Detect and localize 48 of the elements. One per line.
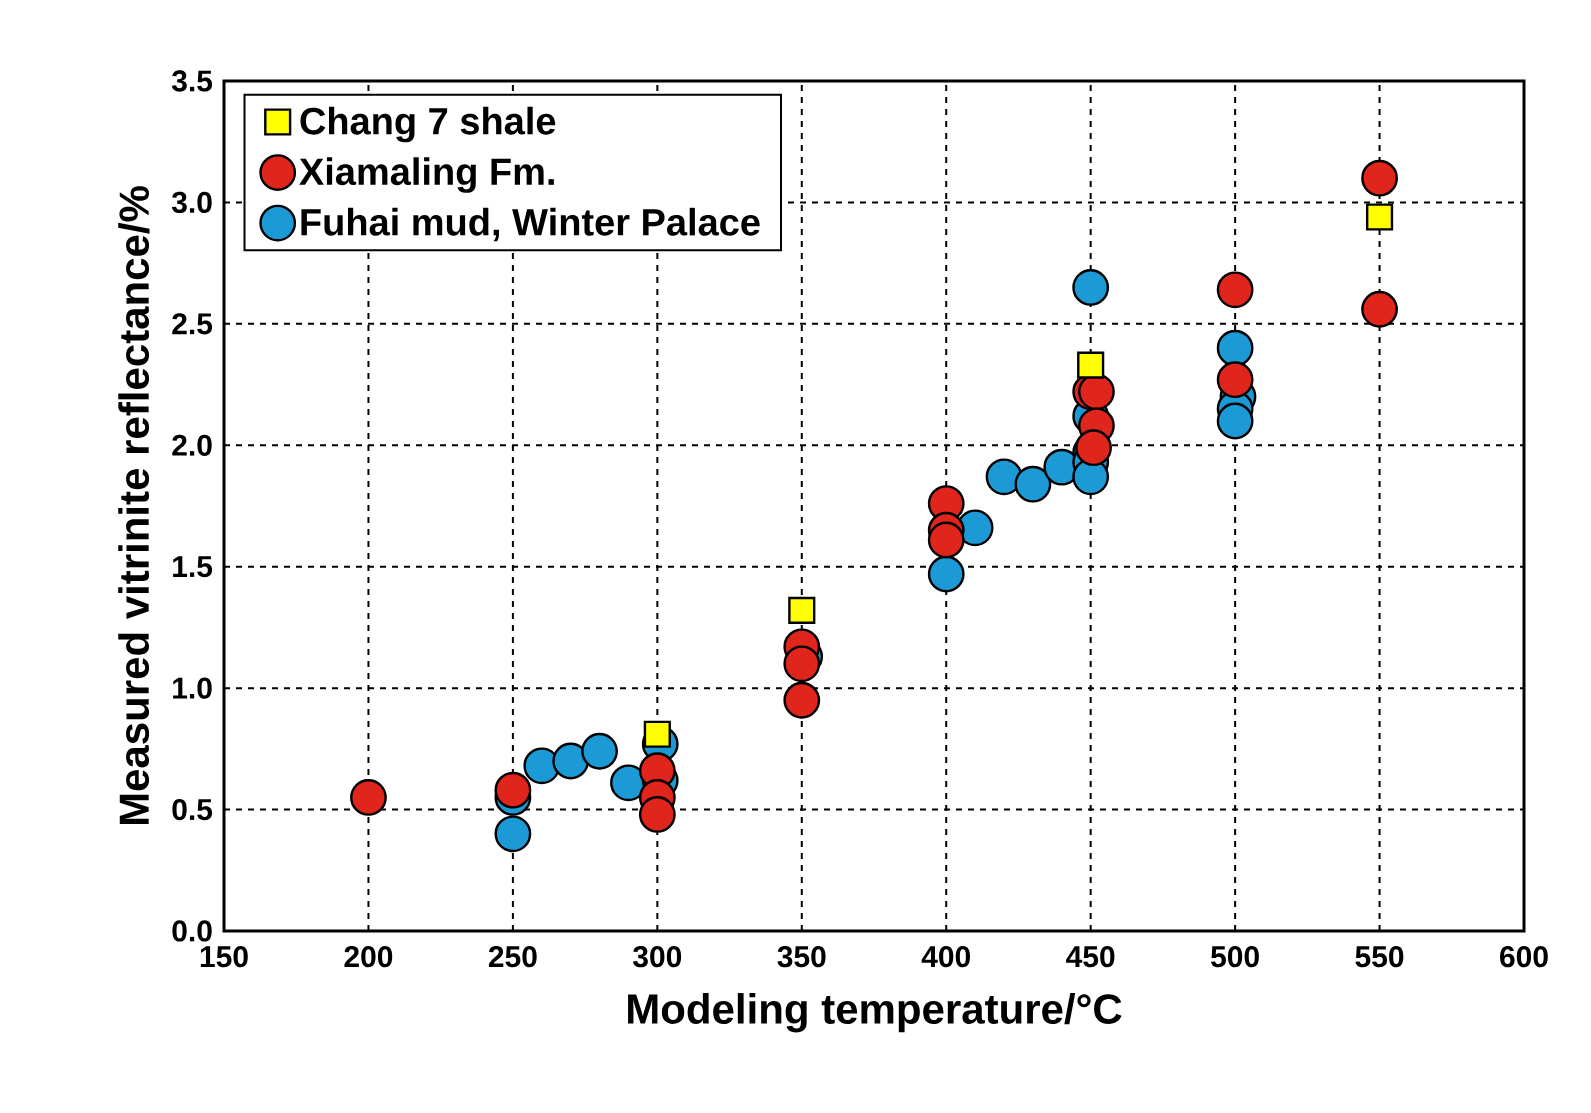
point bbox=[985, 458, 1023, 496]
legend-label: Xiamaling Fm. bbox=[299, 157, 554, 193]
point bbox=[927, 555, 965, 593]
point bbox=[1078, 373, 1115, 411]
y-tick-label: 1.0 bbox=[173, 677, 212, 699]
x-tick-label: 500 bbox=[1211, 946, 1259, 968]
point bbox=[1216, 329, 1254, 367]
point bbox=[1361, 290, 1398, 328]
point bbox=[638, 796, 676, 833]
point bbox=[552, 742, 590, 780]
point bbox=[1014, 465, 1052, 503]
point bbox=[1072, 458, 1110, 496]
y-tick-label: 3.5 bbox=[171, 70, 213, 92]
point bbox=[1072, 269, 1110, 306]
x-tick-label: 400 bbox=[921, 946, 970, 968]
x-tick-label: 450 bbox=[1066, 946, 1115, 968]
point bbox=[350, 779, 387, 816]
point bbox=[494, 771, 532, 809]
x-tick-label: 600 bbox=[1500, 946, 1548, 968]
point bbox=[1365, 203, 1394, 231]
x-tick-label: 550 bbox=[1355, 946, 1404, 968]
x-axis-title: Modeling temperature/°C bbox=[628, 993, 1122, 1033]
point bbox=[927, 521, 965, 559]
point bbox=[1216, 271, 1254, 309]
x-tick-label: 200 bbox=[344, 946, 393, 968]
point bbox=[581, 732, 618, 770]
point bbox=[494, 815, 532, 853]
point bbox=[1361, 159, 1398, 197]
y-axis-title: Measured vitrinite reflectance/% bbox=[118, 186, 150, 825]
point bbox=[1216, 361, 1254, 399]
x-tick-label: 250 bbox=[488, 946, 537, 968]
y-tick-label: 2.0 bbox=[172, 434, 212, 456]
y-tick-label: 2.5 bbox=[172, 313, 213, 335]
legend-label: Chang 7 shale bbox=[300, 106, 556, 143]
point bbox=[788, 596, 816, 625]
point bbox=[1077, 351, 1105, 379]
x-tick-label: 300 bbox=[633, 946, 682, 968]
x-tick-label: 350 bbox=[777, 946, 826, 968]
point bbox=[783, 645, 821, 683]
y-tick-label: 0.5 bbox=[172, 798, 213, 821]
x-tick-label: 150 bbox=[200, 946, 248, 968]
point bbox=[1075, 429, 1112, 467]
legend-label: Fuhai mud, Winter Palace bbox=[301, 207, 760, 242]
y-tick-label: 3.0 bbox=[171, 191, 212, 214]
point bbox=[783, 681, 821, 719]
y-tick-label: 1.5 bbox=[173, 556, 213, 578]
y-tick-label: 0.0 bbox=[172, 920, 212, 942]
point bbox=[1216, 402, 1254, 440]
